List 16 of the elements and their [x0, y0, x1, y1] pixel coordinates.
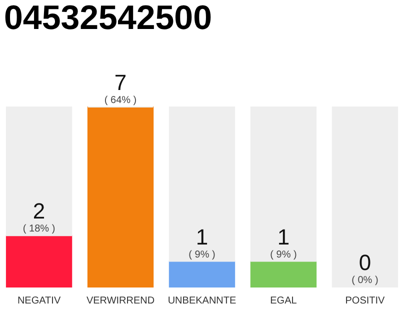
- text: ( 64% ): [104, 95, 137, 106]
- data-label: 7: [114, 70, 127, 95]
- data-label: 1: [277, 224, 290, 250]
- x-tick-label: EGAL: [270, 296, 298, 306]
- x-tick-label: NEGATIV: [17, 296, 61, 306]
- chart-title: 04532542500: [4, 0, 212, 37]
- annotation: ( 18% ): [22, 224, 56, 235]
- x-tick-label: POSITIV: [345, 296, 386, 306]
- annotation: ( 9% ): [270, 249, 297, 260]
- x-tick-label: UNBEKANNTE: [168, 296, 236, 306]
- x-tick-label: VERWIRREND: [86, 296, 155, 306]
- annotation: ( 0% ): [352, 275, 378, 286]
- data-label: 1: [196, 224, 208, 250]
- data-label: 2: [32, 198, 46, 224]
- annotation: ( 9% ): [188, 249, 216, 260]
- data-label: 0: [358, 250, 372, 275]
